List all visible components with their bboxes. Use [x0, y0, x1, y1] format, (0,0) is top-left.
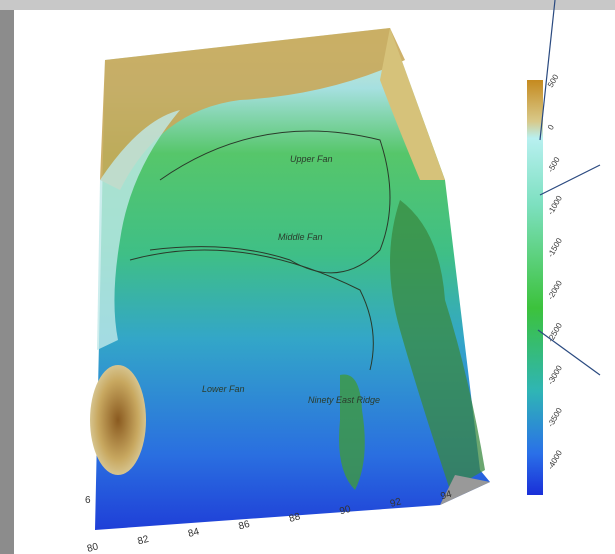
colorbar: [527, 80, 543, 495]
region-label: Lower Fan: [202, 384, 245, 394]
region-label: Middle Fan: [278, 232, 323, 242]
region-label: Ninety East Ridge: [308, 395, 380, 405]
bathymetry-figure: Upper Fan Middle Fan Lower Fan Ninety Ea…: [0, 0, 615, 554]
top-frame: [0, 0, 615, 10]
left-frame: [0, 0, 14, 554]
land-sri-lanka: [90, 365, 146, 475]
region-label: Upper Fan: [290, 154, 333, 164]
screenshot: Upper Fan Middle Fan Lower Fan Ninety Ea…: [0, 0, 615, 554]
y-tick-label: 6: [85, 495, 91, 506]
